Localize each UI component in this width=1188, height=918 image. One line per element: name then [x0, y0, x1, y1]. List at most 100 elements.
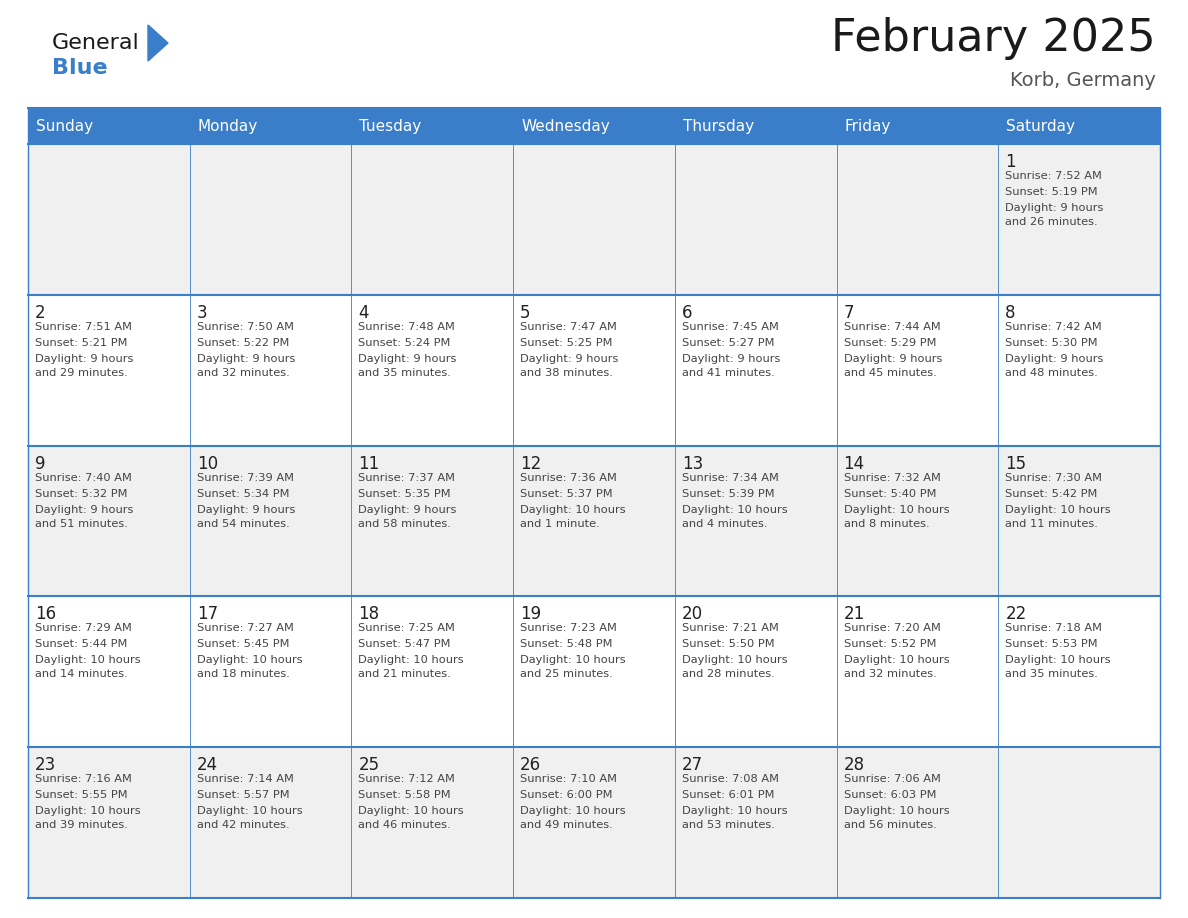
Text: Sunset: 5:34 PM: Sunset: 5:34 PM	[197, 488, 289, 498]
Text: Sunrise: 7:48 AM: Sunrise: 7:48 AM	[359, 322, 455, 331]
Text: Blue: Blue	[52, 58, 108, 78]
Text: 5: 5	[520, 304, 531, 322]
Text: Daylight: 10 hours: Daylight: 10 hours	[34, 806, 140, 816]
Bar	[675, 597, 836, 747]
Bar	[675, 445, 836, 597]
Text: Sunset: 5:50 PM: Sunset: 5:50 PM	[682, 640, 775, 649]
Text: Sunset: 5:30 PM: Sunset: 5:30 PM	[1005, 338, 1098, 348]
Text: Sunset: 5:29 PM: Sunset: 5:29 PM	[843, 338, 936, 348]
Text: Sunrise: 7:18 AM: Sunrise: 7:18 AM	[1005, 623, 1102, 633]
Text: Sunset: 5:57 PM: Sunset: 5:57 PM	[197, 790, 290, 800]
Text: Tuesday: Tuesday	[360, 118, 422, 133]
Text: and 42 minutes.: and 42 minutes.	[197, 820, 290, 830]
Text: February 2025: February 2025	[832, 17, 1156, 60]
Text: and 4 minutes.: and 4 minutes.	[682, 519, 767, 529]
Text: 8: 8	[1005, 304, 1016, 322]
Text: Sunrise: 7:50 AM: Sunrise: 7:50 AM	[197, 322, 293, 331]
Bar	[836, 144, 998, 295]
Text: Daylight: 10 hours: Daylight: 10 hours	[682, 655, 788, 666]
Text: and 46 minutes.: and 46 minutes.	[359, 820, 451, 830]
Text: Sunrise: 7:42 AM: Sunrise: 7:42 AM	[1005, 322, 1102, 331]
Bar	[998, 445, 1159, 597]
Text: 2: 2	[34, 304, 45, 322]
Text: and 49 minutes.: and 49 minutes.	[520, 820, 613, 830]
Text: Sunset: 5:22 PM: Sunset: 5:22 PM	[197, 338, 289, 348]
Text: Daylight: 9 hours: Daylight: 9 hours	[34, 505, 133, 515]
Bar	[352, 445, 513, 597]
Text: Daylight: 10 hours: Daylight: 10 hours	[34, 655, 140, 666]
Text: Sunset: 5:27 PM: Sunset: 5:27 PM	[682, 338, 775, 348]
Text: 16: 16	[34, 605, 56, 623]
Text: Sunrise: 7:36 AM: Sunrise: 7:36 AM	[520, 473, 617, 483]
Text: Sunset: 5:58 PM: Sunset: 5:58 PM	[359, 790, 451, 800]
Text: Sunrise: 7:51 AM: Sunrise: 7:51 AM	[34, 322, 132, 331]
Text: Daylight: 10 hours: Daylight: 10 hours	[359, 806, 465, 816]
Text: 15: 15	[1005, 454, 1026, 473]
Text: Sunrise: 7:10 AM: Sunrise: 7:10 AM	[520, 774, 617, 784]
Text: Friday: Friday	[845, 118, 891, 133]
Bar	[675, 295, 836, 445]
Text: Korb, Germany: Korb, Germany	[1010, 71, 1156, 89]
Text: Daylight: 9 hours: Daylight: 9 hours	[359, 505, 457, 515]
Text: and 11 minutes.: and 11 minutes.	[1005, 519, 1098, 529]
Bar	[513, 747, 675, 898]
Text: Sunset: 5:48 PM: Sunset: 5:48 PM	[520, 640, 613, 649]
Text: Sunrise: 7:23 AM: Sunrise: 7:23 AM	[520, 623, 617, 633]
Bar	[675, 144, 836, 295]
Text: Sunrise: 7:37 AM: Sunrise: 7:37 AM	[359, 473, 455, 483]
Text: and 35 minutes.: and 35 minutes.	[1005, 669, 1098, 679]
Text: and 39 minutes.: and 39 minutes.	[34, 820, 128, 830]
Bar	[29, 445, 190, 597]
Bar	[998, 295, 1159, 445]
Text: and 38 minutes.: and 38 minutes.	[520, 368, 613, 378]
Text: 4: 4	[359, 304, 369, 322]
Text: Daylight: 10 hours: Daylight: 10 hours	[359, 655, 465, 666]
Text: Daylight: 10 hours: Daylight: 10 hours	[682, 806, 788, 816]
Text: 19: 19	[520, 605, 542, 623]
Text: 12: 12	[520, 454, 542, 473]
Text: Wednesday: Wednesday	[522, 118, 609, 133]
Text: 17: 17	[197, 605, 217, 623]
Text: Sunset: 5:32 PM: Sunset: 5:32 PM	[34, 488, 127, 498]
Bar	[190, 295, 352, 445]
Text: Sunset: 5:21 PM: Sunset: 5:21 PM	[34, 338, 127, 348]
Bar	[29, 295, 190, 445]
Text: 10: 10	[197, 454, 217, 473]
Text: Sunset: 6:01 PM: Sunset: 6:01 PM	[682, 790, 775, 800]
Text: Sunrise: 7:27 AM: Sunrise: 7:27 AM	[197, 623, 293, 633]
Bar	[513, 445, 675, 597]
Text: and 54 minutes.: and 54 minutes.	[197, 519, 290, 529]
Text: Daylight: 10 hours: Daylight: 10 hours	[197, 806, 302, 816]
Text: and 8 minutes.: and 8 minutes.	[843, 519, 929, 529]
Text: 20: 20	[682, 605, 703, 623]
Text: Sunset: 5:19 PM: Sunset: 5:19 PM	[1005, 187, 1098, 197]
Text: and 25 minutes.: and 25 minutes.	[520, 669, 613, 679]
Text: Daylight: 9 hours: Daylight: 9 hours	[843, 353, 942, 364]
Bar	[190, 144, 352, 295]
Text: Sunrise: 7:25 AM: Sunrise: 7:25 AM	[359, 623, 455, 633]
Text: Sunset: 5:39 PM: Sunset: 5:39 PM	[682, 488, 775, 498]
Text: 7: 7	[843, 304, 854, 322]
Text: Sunrise: 7:39 AM: Sunrise: 7:39 AM	[197, 473, 293, 483]
Text: Sunrise: 7:06 AM: Sunrise: 7:06 AM	[843, 774, 941, 784]
Text: 28: 28	[843, 756, 865, 774]
Text: 11: 11	[359, 454, 380, 473]
Bar	[998, 144, 1159, 295]
Text: Sunset: 6:03 PM: Sunset: 6:03 PM	[843, 790, 936, 800]
Text: Sunrise: 7:29 AM: Sunrise: 7:29 AM	[34, 623, 132, 633]
Bar	[836, 445, 998, 597]
Text: and 48 minutes.: and 48 minutes.	[1005, 368, 1098, 378]
Bar	[836, 597, 998, 747]
Text: Daylight: 10 hours: Daylight: 10 hours	[843, 655, 949, 666]
Text: 24: 24	[197, 756, 217, 774]
Bar	[190, 597, 352, 747]
Text: and 32 minutes.: and 32 minutes.	[843, 669, 936, 679]
Text: 14: 14	[843, 454, 865, 473]
Bar	[836, 295, 998, 445]
Text: Saturday: Saturday	[1006, 118, 1075, 133]
Text: Sunset: 6:00 PM: Sunset: 6:00 PM	[520, 790, 613, 800]
Text: and 1 minute.: and 1 minute.	[520, 519, 600, 529]
Text: Sunset: 5:44 PM: Sunset: 5:44 PM	[34, 640, 127, 649]
Text: Sunrise: 7:44 AM: Sunrise: 7:44 AM	[843, 322, 941, 331]
Bar	[352, 597, 513, 747]
